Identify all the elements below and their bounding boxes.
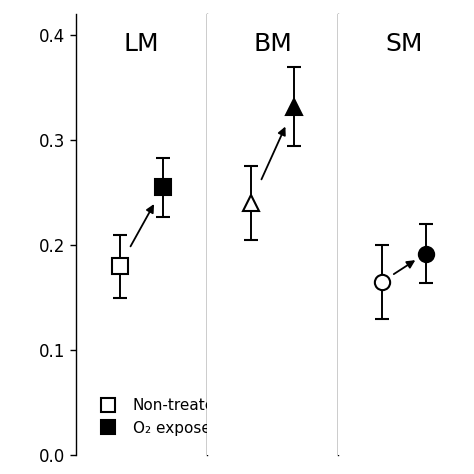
Legend: Non-treated, O₂ exposed: Non-treated, O₂ exposed <box>90 395 228 438</box>
Text: BM: BM <box>253 32 292 56</box>
Text: LM: LM <box>124 32 159 56</box>
Text: SM: SM <box>385 32 422 56</box>
